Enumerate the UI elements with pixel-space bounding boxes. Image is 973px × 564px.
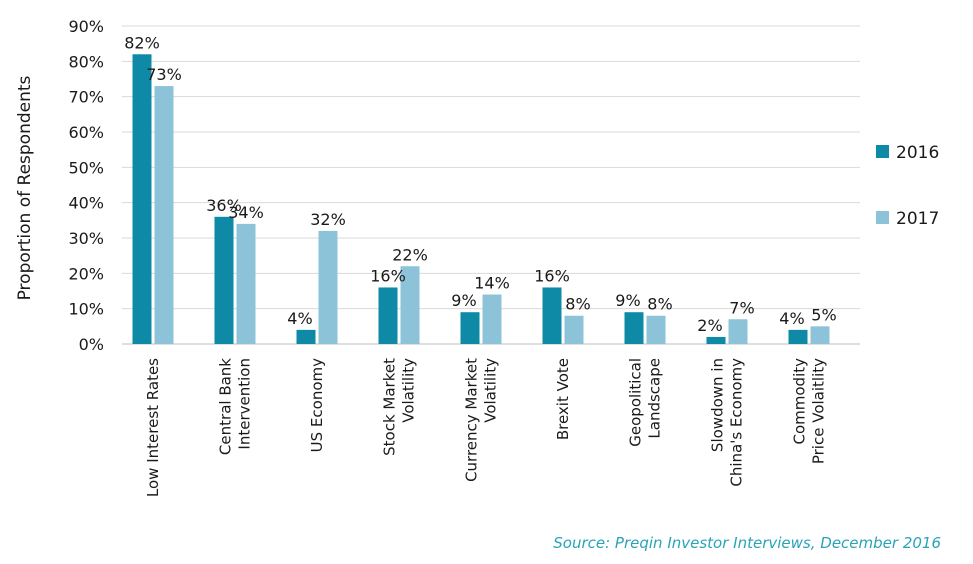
category-label: US Economy — [308, 358, 326, 452]
bar-2016 — [624, 312, 644, 344]
category-label: Currency Market Volatility — [463, 358, 500, 482]
data-label: 82% — [124, 33, 160, 52]
data-label: 32% — [310, 210, 346, 229]
category-label: Stock Market Volatility — [381, 358, 418, 456]
category-label-line: Price Volaitlity — [810, 358, 828, 464]
data-label: 22% — [392, 245, 428, 264]
data-label: 16% — [370, 266, 406, 285]
category-label-line: US Economy — [308, 358, 326, 452]
bar-2017 — [236, 223, 256, 344]
y-tick-label: 40% — [68, 194, 104, 213]
data-label: 4% — [287, 309, 312, 328]
y-axis-ticks: 0% 10% 20% 30% 40% 50% 60% 70% 80% 90% — [68, 17, 104, 354]
bar-2017 — [564, 315, 584, 344]
legend-swatch-2016 — [876, 145, 889, 158]
y-tick-label: 30% — [68, 229, 104, 248]
category-label-line: Volatility — [482, 358, 500, 423]
category-label: Geopolitical Landscape — [627, 358, 664, 447]
data-label: 7% — [729, 298, 754, 317]
y-tick-label: 90% — [68, 17, 104, 36]
data-label: 34% — [228, 203, 264, 222]
category-label: Commodity Price Volaitlity — [791, 358, 828, 464]
category-label: Slowdown in China's Economy — [709, 358, 746, 487]
data-label: 14% — [474, 274, 510, 293]
bar-2017 — [728, 319, 748, 344]
data-label: 9% — [451, 291, 476, 310]
bar-2017 — [154, 86, 174, 345]
bar-2016 — [214, 216, 234, 344]
data-label: 73% — [146, 65, 182, 84]
data-label: 36% — [206, 196, 242, 215]
category-label-line: Slowdown in — [709, 358, 727, 452]
bar-2017 — [482, 294, 502, 344]
category-label-line: Currency Market — [463, 358, 481, 482]
bar-2016 — [132, 54, 152, 345]
category-label: Central Bank Intervention — [217, 358, 254, 455]
category-label-line: Commodity — [791, 358, 809, 445]
category-label-line: Landscape — [646, 358, 664, 439]
category-label-line: Volatility — [400, 358, 418, 423]
legend-label-2017: 2017 — [896, 209, 939, 229]
data-label: 9% — [615, 291, 640, 310]
category-label: Brexit Vote — [554, 358, 572, 440]
category-label-line: Geopolitical — [627, 358, 645, 447]
category-labels: Low Interest Rates Central Bank Interventi… — [144, 358, 828, 497]
y-tick-label: 20% — [68, 264, 104, 283]
y-tick-label: 70% — [68, 88, 104, 107]
bar-2016 — [460, 312, 480, 344]
bar-2017 — [400, 266, 420, 344]
y-axis-label: Proportion of Respondents — [15, 75, 35, 300]
category-label-line: Central Bank — [217, 358, 235, 455]
source-note: Source: Preqin Investor Interviews, Dece… — [553, 534, 941, 552]
data-label: 8% — [647, 295, 672, 314]
bar-2017 — [646, 315, 666, 344]
category-label-line: China's Economy — [728, 358, 746, 487]
y-tick-label: 10% — [68, 300, 104, 319]
bar-2016 — [706, 336, 726, 344]
legend: 2016 2017 — [876, 143, 939, 229]
category-label-line: Low Interest Rates — [144, 358, 162, 497]
y-tick-label: 80% — [68, 52, 104, 71]
data-label: 4% — [779, 309, 804, 328]
category-label: Low Interest Rates — [144, 358, 162, 497]
bar-2016 — [542, 287, 562, 344]
y-tick-label: 0% — [79, 335, 104, 354]
data-label: 5% — [811, 305, 836, 324]
bar-2017 — [318, 230, 338, 344]
data-label: 2% — [697, 316, 722, 335]
category-label-line: Stock Market — [381, 358, 399, 456]
legend-label-2016: 2016 — [896, 143, 939, 163]
bar-2016 — [378, 287, 398, 344]
bar-2016 — [296, 329, 316, 344]
data-label: 8% — [565, 295, 590, 314]
bars — [132, 54, 830, 345]
category-label-line: Brexit Vote — [554, 358, 572, 440]
category-label-line: Intervention — [236, 358, 254, 450]
y-tick-label: 60% — [68, 123, 104, 142]
bar-2016 — [788, 329, 808, 344]
data-labels: 82%73%36%34%4%32%16%22%9%14% 16%8% 9% 8%2%7… — [124, 33, 836, 335]
bar-2017 — [810, 326, 830, 344]
y-tick-label: 50% — [68, 158, 104, 177]
data-label: 16% — [534, 266, 570, 285]
legend-swatch-2017 — [876, 211, 889, 224]
